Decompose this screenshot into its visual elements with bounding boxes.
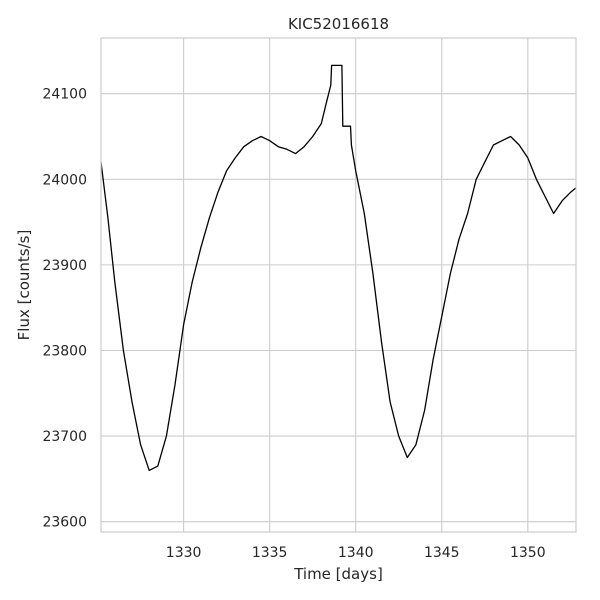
chart-title: KIC52016618 (288, 15, 389, 33)
y-tick-label: 23800 (42, 343, 87, 359)
y-tick-labels: 23600 23700 23800 23900 24000 24100 (42, 87, 87, 531)
x-tick-label: 1335 (252, 545, 288, 561)
x-axis-title: Time [days] (293, 565, 383, 583)
y-tick-label: 23600 (42, 515, 87, 531)
y-tick-label: 23900 (42, 258, 87, 274)
x-tick-label: 1345 (424, 545, 460, 561)
flux-series-line (100, 64, 577, 472)
plot-frame (100, 37, 577, 533)
x-tick-label: 1330 (166, 545, 202, 561)
y-axis-title: Flux [counts/s] (15, 230, 33, 341)
x-tick-label: 1340 (338, 545, 374, 561)
x-tick-label: 1350 (510, 545, 546, 561)
x-tick-labels: 1330 1335 1340 1345 1350 (166, 545, 546, 561)
y-tick-label: 23700 (42, 429, 87, 445)
y-tick-label: 24100 (42, 87, 87, 103)
y-tick-label: 24000 (42, 172, 87, 188)
gridlines (101, 38, 576, 532)
series-group (100, 64, 577, 472)
